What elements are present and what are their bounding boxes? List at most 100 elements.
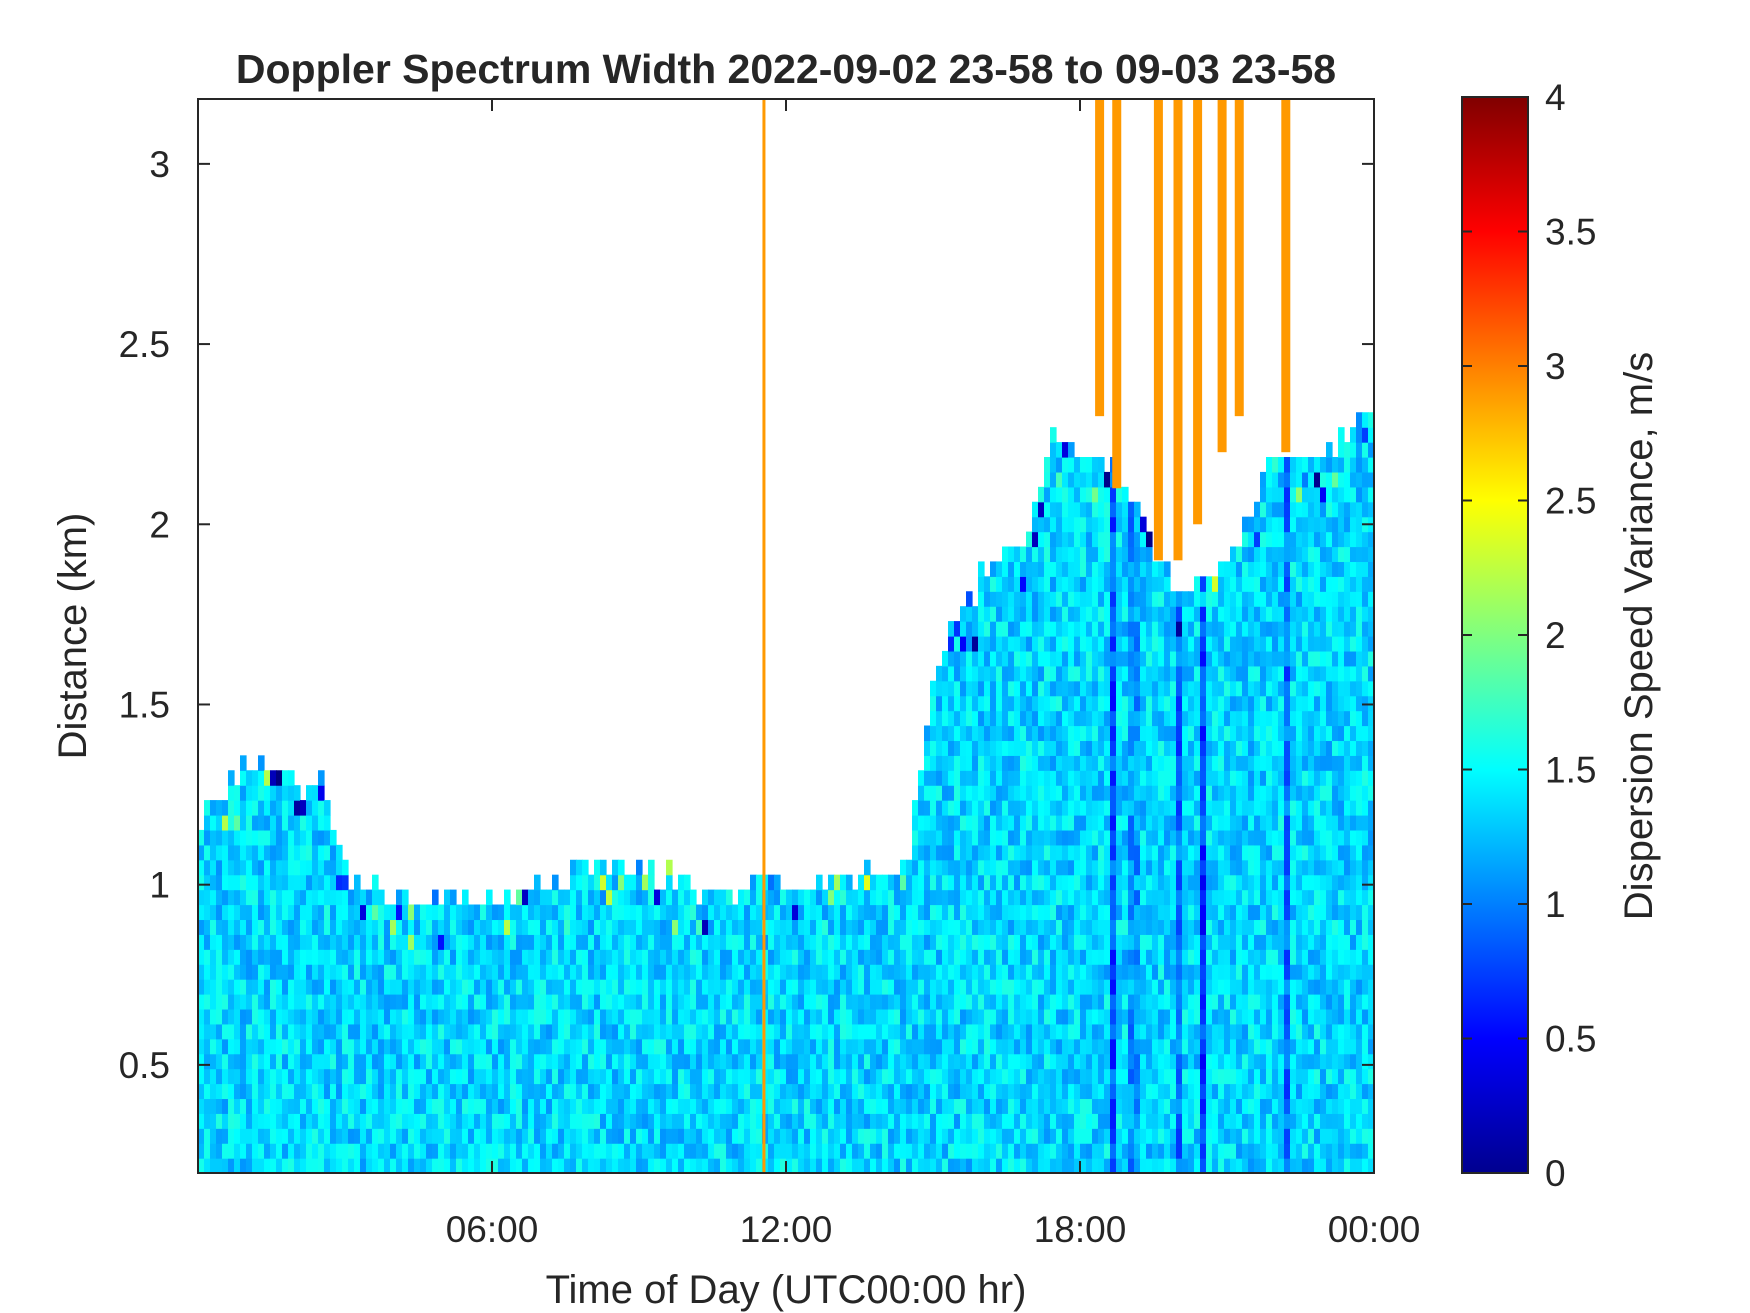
heatmap-cell (540, 1008, 547, 1025)
heatmap-cell (1230, 904, 1237, 921)
heatmap-cell (1062, 994, 1069, 1010)
heatmap-cell (1140, 829, 1147, 846)
heatmap-cell (972, 979, 979, 995)
heatmap-cell (1038, 919, 1045, 935)
heatmap-cell (414, 1128, 421, 1144)
heatmap-cell (462, 964, 469, 980)
heatmap-cell (798, 1023, 805, 1040)
heatmap-cell (1182, 1158, 1189, 1173)
heatmap-cell (282, 1038, 289, 1055)
heatmap-cell (378, 1128, 385, 1144)
heatmap-cell (852, 964, 859, 980)
heatmap-cell (870, 979, 877, 995)
heatmap-cell (438, 1143, 445, 1159)
heatmap-cell (720, 1128, 727, 1144)
heatmap-cell (540, 934, 547, 950)
heatmap-cell (1254, 874, 1261, 891)
heatmap-cell (954, 844, 961, 861)
heatmap-cell (810, 964, 817, 980)
heatmap-cell (1266, 1023, 1273, 1040)
heatmap-cell (1200, 859, 1207, 876)
heatmap-cell (966, 964, 973, 980)
heatmap-cell (588, 1083, 595, 1100)
heatmap-cell (606, 889, 613, 906)
heatmap-cell (228, 1008, 235, 1025)
heatmap-cell (552, 1053, 559, 1070)
heatmap-cell (948, 800, 955, 816)
heatmap-cell (912, 1038, 919, 1055)
heatmap-cell (258, 1158, 265, 1173)
heatmap-cell (1044, 636, 1051, 652)
heatmap-cell (300, 1008, 307, 1025)
heatmap-cell (1260, 606, 1267, 622)
heatmap-cell (930, 785, 937, 801)
heatmap-cell (948, 785, 955, 801)
heatmap-cell (1068, 815, 1075, 831)
heatmap-cell (1068, 1053, 1075, 1070)
heatmap-cell (204, 1158, 211, 1173)
heatmap-cell (936, 1098, 943, 1114)
heatmap-cell (294, 1083, 301, 1100)
heatmap-cell (360, 1053, 367, 1070)
heatmap-cell (624, 1068, 631, 1085)
heatmap-cell (720, 1143, 727, 1159)
heatmap-cell (1176, 606, 1183, 622)
heatmap-cell (1176, 1008, 1183, 1025)
heatmap-cell (930, 770, 937, 786)
heatmap-cell (372, 1068, 379, 1085)
heatmap-cell (786, 979, 793, 995)
heatmap-cell (786, 1098, 793, 1114)
heatmap-cell (1230, 994, 1237, 1010)
heatmap-cell (1242, 1098, 1249, 1114)
heatmap-cell (930, 829, 937, 846)
heatmap-cell (264, 844, 271, 861)
heatmap-cell (1044, 1158, 1051, 1173)
heatmap-cell (324, 1113, 331, 1129)
heatmap-cell (1230, 621, 1237, 637)
heatmap-cell (1242, 650, 1249, 667)
heatmap-cell (1260, 829, 1267, 846)
heatmap-cell (396, 934, 403, 950)
heatmap-cell (1158, 1158, 1165, 1173)
heatmap-cell (972, 695, 979, 712)
heatmap-cell (1272, 1038, 1279, 1055)
heatmap-cell (1152, 1128, 1159, 1144)
heatmap-cell (1110, 1038, 1117, 1055)
heatmap-cell (966, 1158, 973, 1173)
heatmap-cell (1008, 874, 1015, 891)
heatmap-cell (1116, 770, 1123, 786)
heatmap-cell (498, 1098, 505, 1114)
heatmap-cell (414, 1053, 421, 1070)
heatmap-cell (486, 1143, 493, 1159)
heatmap-cell (1002, 859, 1009, 876)
heatmap-cell (246, 994, 253, 1010)
heatmap-cell (570, 949, 577, 965)
heatmap-cell (324, 844, 331, 861)
heatmap-cell (246, 1113, 253, 1129)
heatmap-cell (1152, 844, 1159, 861)
heatmap-cell (336, 904, 343, 921)
heatmap-cell (1260, 1068, 1267, 1085)
heatmap-cell (402, 889, 409, 906)
heatmap-cell (1158, 919, 1165, 935)
heatmap-cell (960, 650, 967, 667)
heatmap-cell (1116, 1158, 1123, 1173)
heatmap-cell (474, 1128, 481, 1144)
heatmap-cell (420, 1143, 427, 1159)
heatmap-cell (1110, 755, 1117, 771)
heatmap-cell (1218, 1083, 1225, 1100)
heatmap-cell (1086, 770, 1093, 786)
heatmap-cell (468, 964, 475, 980)
heatmap-cell (804, 1053, 811, 1070)
heatmap-cell (198, 1038, 205, 1055)
heatmap-cell (1044, 501, 1051, 518)
heatmap-cell (1122, 1158, 1129, 1173)
heatmap-cell (276, 904, 283, 921)
heatmap-cell (288, 889, 295, 906)
heatmap-cell (1158, 1098, 1165, 1114)
heatmap-cell (1176, 904, 1183, 921)
heatmap-cell (984, 1113, 991, 1129)
heatmap-cell (1062, 1128, 1069, 1144)
heatmap-cell (1218, 650, 1225, 667)
heatmap-cell (702, 904, 709, 921)
